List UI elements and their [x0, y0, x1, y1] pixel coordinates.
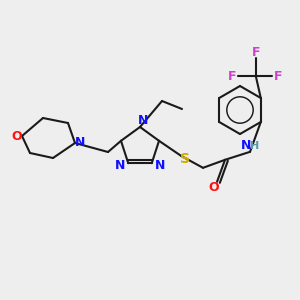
Text: H: H [250, 141, 260, 151]
Text: N: N [138, 113, 148, 127]
Text: F: F [227, 70, 236, 83]
Text: N: N [154, 159, 165, 172]
Text: F: F [274, 70, 282, 83]
Text: S: S [180, 152, 190, 166]
Text: N: N [115, 159, 125, 172]
Text: N: N [75, 136, 85, 149]
Text: O: O [12, 130, 22, 142]
Text: F: F [251, 46, 260, 59]
Text: O: O [209, 181, 219, 194]
Text: N: N [241, 139, 251, 152]
